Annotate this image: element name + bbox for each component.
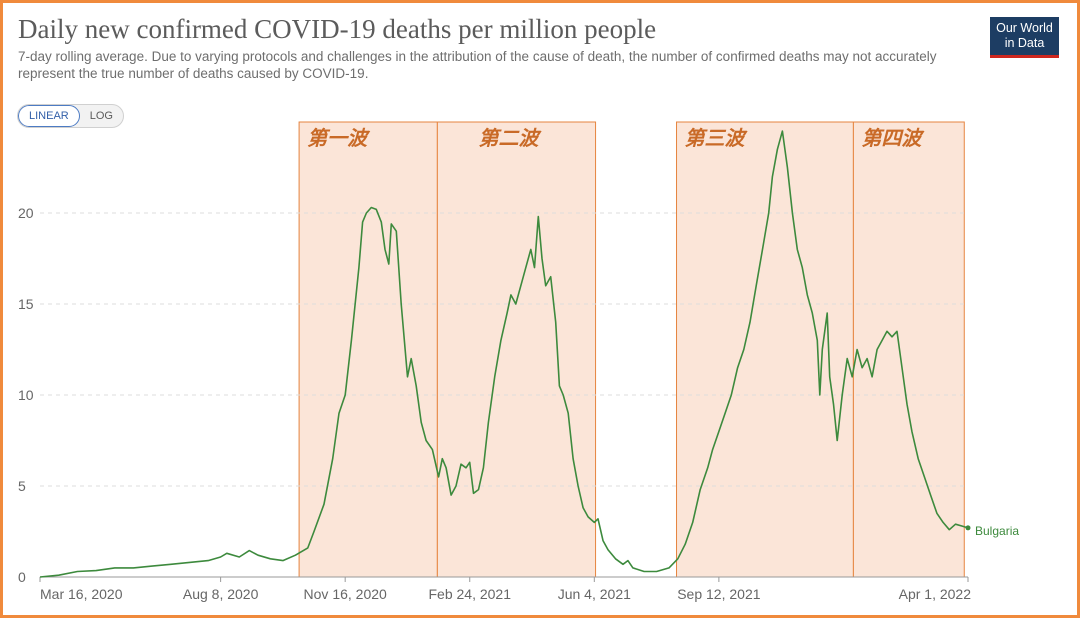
series-end-point [965, 525, 971, 531]
highlight-band-1 [298, 121, 438, 578]
series-lines: Bulgaria [39, 130, 1019, 578]
y-tick-label-5: 5 [18, 478, 26, 494]
log-scale-button[interactable]: LOG [89, 110, 113, 122]
logo-line-1: Our World [996, 21, 1053, 35]
x-axis: Mar 16, 2020 Aug 8, 2020 Nov 16, 2020 Feb 2… [39, 576, 972, 602]
linear-scale-button[interactable]: LINEAR [18, 105, 80, 127]
band-label-4: 第四波 [861, 126, 925, 150]
x-tick-label: Mar 16, 2020 [40, 586, 123, 602]
band-labels: 第一波 第二波 第三波 第四波 [307, 126, 925, 150]
x-tick-label: Jun 4, 2021 [558, 586, 631, 602]
x-tick-label: Aug 8, 2020 [183, 586, 259, 602]
band-label-1: 第一波 [307, 126, 371, 150]
y-tick-label-20: 20 [18, 205, 34, 221]
chart-title: Daily new confirmed COVID-19 deaths per … [18, 14, 657, 44]
band-label-3: 第三波 [685, 126, 749, 150]
x-tick-label: Feb 24, 2021 [428, 586, 511, 602]
x-tick-label: Apr 1, 2022 [899, 586, 972, 602]
x-tick-label: Sep 12, 2021 [677, 586, 761, 602]
band-label-2: 第二波 [478, 126, 542, 150]
y-tick-label-10: 10 [18, 387, 34, 403]
series-label-bulgaria: Bulgaria [975, 524, 1019, 538]
y-tick-label-15: 15 [18, 296, 34, 312]
owid-logo[interactable]: Our World in Data [990, 17, 1059, 58]
highlight-bands [298, 121, 965, 578]
highlight-band-2 [436, 121, 597, 578]
highlight-band-3 [676, 121, 854, 578]
highlight-band-4 [852, 121, 965, 578]
gridlines [40, 212, 968, 487]
series-line-bulgaria[interactable] [39, 130, 969, 578]
x-tick-label: Nov 16, 2020 [304, 586, 387, 602]
logo-line-2: in Data [1004, 36, 1045, 50]
y-axis-ticks: 0 5 10 15 20 [18, 205, 34, 585]
scale-toggle: LINEAR LOG [17, 104, 124, 128]
y-tick-label-0: 0 [18, 569, 26, 585]
chart-subtitle: 7-day rolling average. Due to varying pr… [18, 49, 937, 81]
